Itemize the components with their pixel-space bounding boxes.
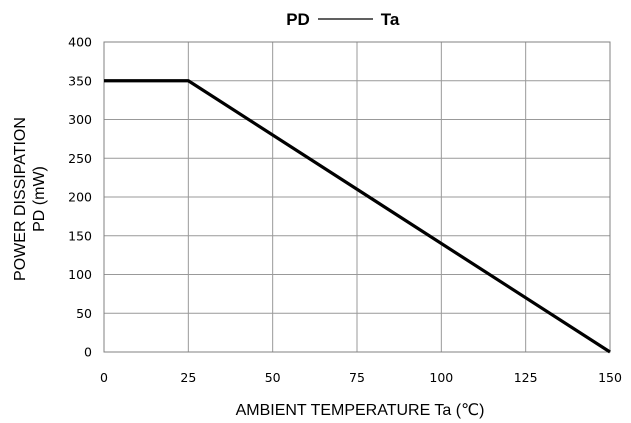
x-tick-label: 0 (100, 370, 108, 385)
y-tick-label: 50 (76, 306, 92, 321)
y-axis-title-line1: POWER DISSIPATION (12, 117, 29, 281)
x-tick-label: 50 (265, 370, 281, 385)
y-tick-label: 100 (68, 267, 92, 282)
x-tick-label: 25 (180, 370, 196, 385)
x-axis-title: AMBIENT TEMPERATURE Ta (℃) (236, 402, 485, 419)
y-tick-label: 300 (68, 112, 92, 127)
x-tick-label: 100 (429, 370, 453, 385)
y-tick-label: 400 (68, 35, 92, 50)
plot-area-frame (103, 41, 611, 353)
series-group (104, 79, 611, 354)
series-line (104, 79, 611, 354)
y-tick-label: 200 (68, 190, 92, 205)
chart-title-pd: PD (286, 10, 310, 29)
x-tick-label: 150 (598, 370, 622, 385)
y-tick-label: 0 (84, 345, 92, 360)
chart-title-ta: Ta (381, 10, 400, 29)
x-tick-labels: 0 25 50 75 100 125 150 (100, 370, 622, 385)
y-axis-title-line2: PD (mW) (31, 166, 48, 232)
y-tick-labels: 0 50 100 150 200 250 300 350 400 (68, 35, 92, 360)
y-tick-label: 350 (68, 73, 92, 88)
x-tick-label: 75 (349, 370, 365, 385)
x-tick-label: 125 (514, 370, 538, 385)
chart-title: PD Ta (286, 10, 400, 29)
grid-lines (103, 41, 611, 353)
y-tick-label: 150 (68, 228, 92, 243)
y-tick-label: 250 (68, 151, 92, 166)
